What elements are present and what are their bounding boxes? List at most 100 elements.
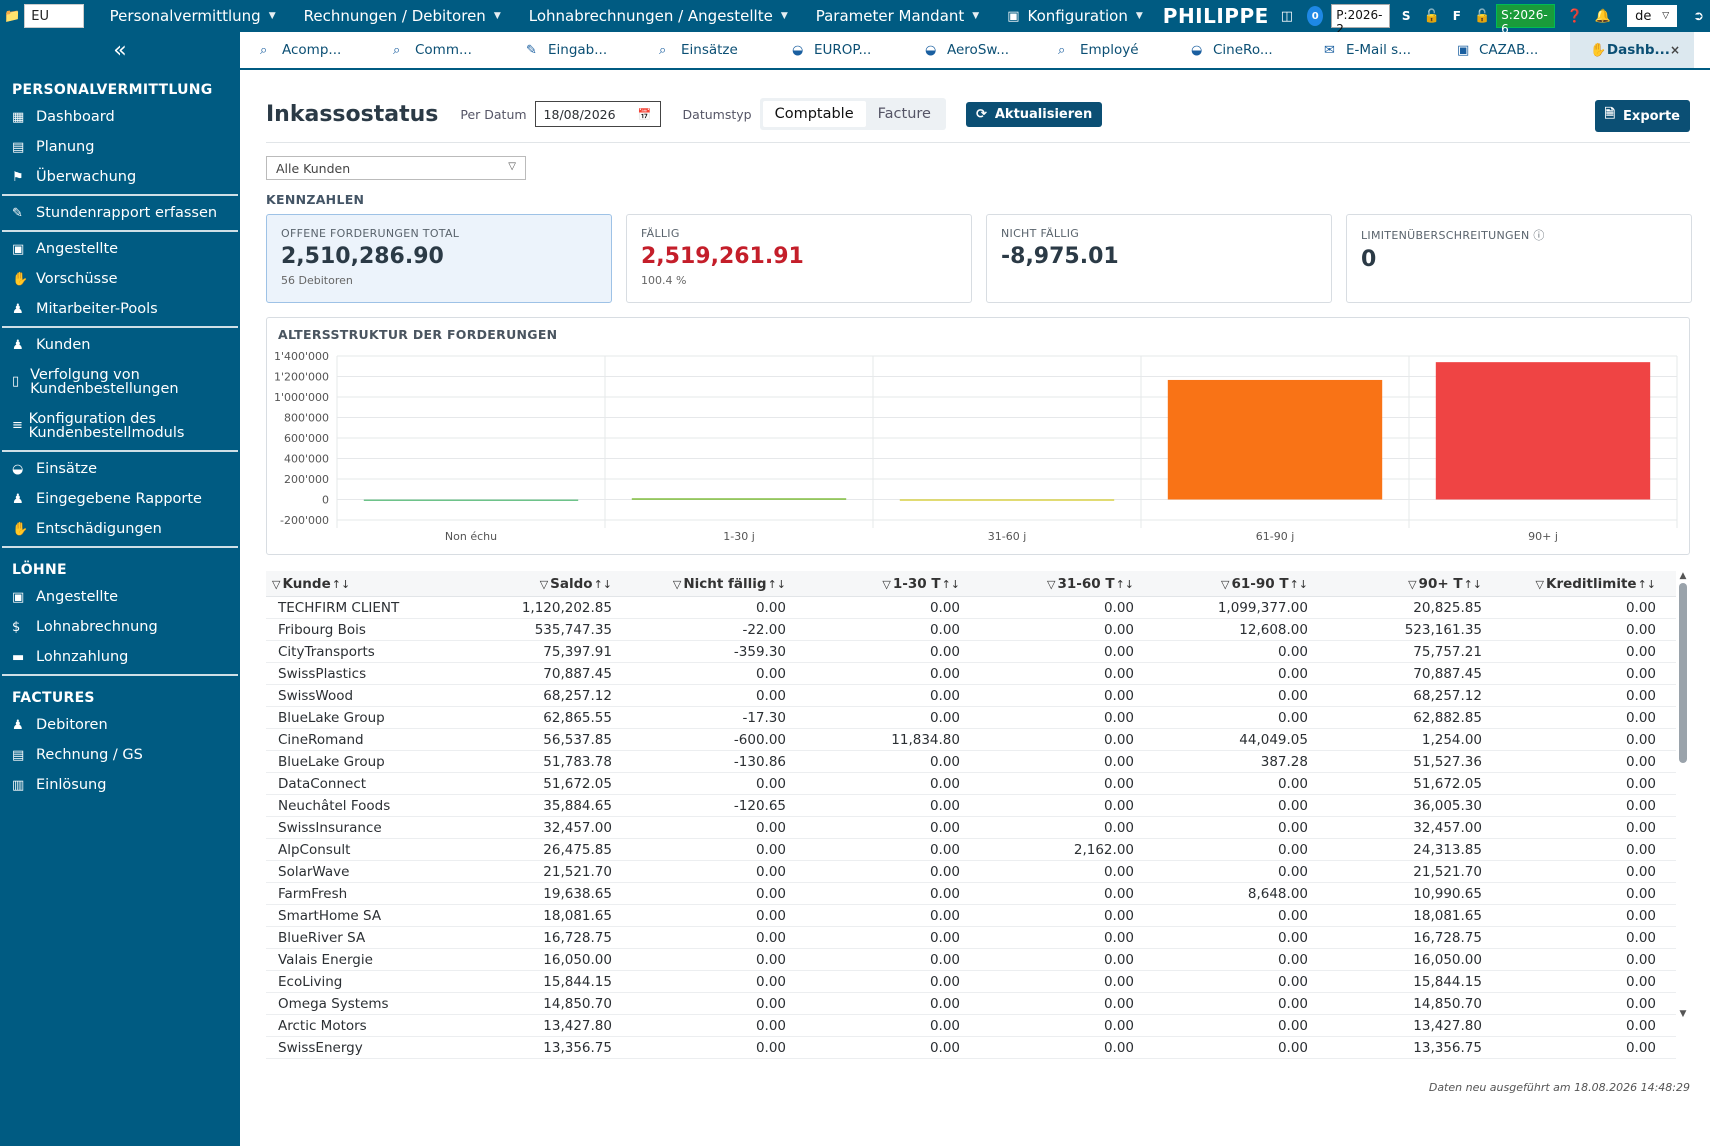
column-header[interactable]: ▽ 1-30 T↑↓	[796, 576, 970, 592]
scroll-down-icon[interactable]: ▼	[1679, 1009, 1687, 1019]
table-row[interactable]: BlueLake Group 51,783.78 -130.86 0.00 0.00 38…	[266, 751, 1676, 773]
table-row[interactable]: SwissPlastics 70,887.45 0.00 0.00 0.00 0.00 70…	[266, 663, 1676, 685]
filter-icon[interactable]: ▽	[882, 577, 891, 591]
table-row[interactable]: AlpConsult 26,475.85 0.00 0.00 2,162.00 0.00 2…	[266, 839, 1676, 861]
sort-icon[interactable]: ↑↓	[1637, 577, 1656, 591]
menu-lohnabrechnungen[interactable]: Lohnabrechnungen / Angestellte ▼	[515, 0, 802, 32]
column-header[interactable]: ▽ 31-60 T↑↓	[970, 576, 1144, 592]
kpi-card[interactable]: NICHT FÄLLIG -8,975.01	[986, 214, 1332, 303]
table-row[interactable]: Neuchâtel Foods 35,884.65 -120.65 0.00 0.00 0…	[266, 795, 1676, 817]
table-row[interactable]: CityTransports 75,397.91 -359.30 0.00 0.00 0.…	[266, 641, 1676, 663]
tab[interactable]: ⌕ Acomp...	[240, 32, 373, 68]
column-header[interactable]: ▽ Kunde↑↓	[266, 576, 462, 592]
sidebar-item[interactable]: ♟ Debitoren	[0, 710, 240, 740]
sidebar-item[interactable]: ▣ Angestellte	[0, 582, 240, 612]
calendar-icon[interactable]: 📅	[637, 107, 652, 121]
table-row[interactable]: Omega Systems 14,850.70 0.00 0.00 0.00 0.00 14…	[266, 993, 1676, 1015]
kpi-card[interactable]: LIMITENÜBERSCHREITUNGEN ⓘ 0	[1346, 214, 1692, 303]
sidebar-item[interactable]: ✎ Stundenrapport erfassen	[0, 198, 240, 228]
menu-konfiguration[interactable]: ▣ Konfiguration ▼	[993, 0, 1157, 32]
menu-personalvermittlung[interactable]: Personalvermittlung ▼	[96, 0, 290, 32]
table-scrollbar[interactable]: ▲ ▼	[1676, 571, 1690, 1049]
tab[interactable]: ⌕ Einsätze	[639, 32, 772, 68]
date-field[interactable]: 18/08/2026 📅	[534, 101, 661, 127]
help-icon[interactable]: ❓	[1566, 8, 1583, 24]
table-row[interactable]: SmartHome SA 18,081.65 0.00 0.00 0.00 0.00 18,…	[266, 905, 1676, 927]
sort-icon[interactable]: ↑↓	[1463, 577, 1482, 591]
sidebar-item[interactable]: ▬ Lohnzahlung	[0, 642, 240, 672]
period-s-field[interactable]: S:2026-6	[1496, 4, 1555, 36]
table-row[interactable]: EcoLiving 15,844.15 0.00 0.00 0.00 0.00 15,844…	[266, 971, 1676, 993]
kpi-card[interactable]: OFFENE FORDERUNGEN TOTAL 2,510,286.90 56 D…	[266, 214, 612, 303]
sort-icon[interactable]: ↑↓	[767, 577, 786, 591]
tab[interactable]: ▣ CAZAB...	[1437, 32, 1570, 68]
column-header[interactable]: ▽ Saldo↑↓	[462, 576, 622, 592]
sort-icon[interactable]: ↑↓	[331, 577, 351, 591]
sidebar-item[interactable]: ▯ Verfolgung von Kundenbestellungen	[0, 360, 240, 404]
table-row[interactable]: CineRomand 56,537.85 -600.00 11,834.80 0.00 4…	[266, 729, 1676, 751]
scroll-thumb[interactable]	[1679, 583, 1687, 763]
table-row[interactable]: Valais Energie 16,050.00 0.00 0.00 0.00 0.00 1…	[266, 949, 1676, 971]
tab[interactable]: ✉ E-Mail s...	[1304, 32, 1437, 68]
language-select[interactable]: de ▽	[1627, 5, 1678, 27]
table-row[interactable]: DataConnect 51,672.05 0.00 0.00 0.00 0.00 51,6…	[266, 773, 1676, 795]
tab[interactable]: ✋ Dashb... ×	[1570, 32, 1694, 68]
column-header[interactable]: ▽ Kreditlimite↑↓	[1492, 576, 1666, 592]
table-row[interactable]: Fribourg Bois 535,747.35 -22.00 0.00 0.00 12,…	[266, 619, 1676, 641]
tab[interactable]: ✎ Eingab...	[506, 32, 639, 68]
sidebar-item[interactable]: ♟ Mitarbeiter-Pools	[0, 294, 240, 324]
sidebar-item[interactable]: ▣ Angestellte	[0, 234, 240, 264]
column-header[interactable]: ▽ Nicht fällig↑↓	[622, 576, 796, 592]
menu-parameter[interactable]: Parameter Mandant ▼	[802, 0, 993, 32]
sidebar-item[interactable]: $ Lohnabrechnung	[0, 612, 240, 642]
table-row[interactable]: FarmFresh 19,638.65 0.00 0.00 0.00 8,648.00 10…	[266, 883, 1676, 905]
sidebar-item[interactable]: ♟ Eingegebene Rapporte	[0, 484, 240, 514]
table-row[interactable]: TECHFIRM CLIENT 1,120,202.85 0.00 0.00 0.00 1…	[266, 597, 1676, 619]
info-icon[interactable]: ⓘ	[1529, 229, 1545, 242]
collapse-sidebar-icon[interactable]: «	[113, 38, 127, 63]
tab[interactable]: ◒ CineRo...	[1171, 32, 1304, 68]
filter-icon[interactable]: ▽	[1408, 577, 1417, 591]
table-row[interactable]: SwissWood 68,257.12 0.00 0.00 0.00 0.00 68,257…	[266, 685, 1676, 707]
filter-icon[interactable]: ▽	[539, 577, 549, 591]
sort-icon[interactable]: ↑↓	[1115, 577, 1134, 591]
column-header[interactable]: ▽ 90+ T↑↓	[1318, 576, 1492, 592]
filter-icon[interactable]: ▽	[1535, 577, 1544, 591]
sidebar-item[interactable]: ⚑ Überwachung	[0, 162, 240, 192]
toggle-facture[interactable]: Facture	[877, 106, 931, 122]
refresh-button[interactable]: ⟳ Aktualisieren	[965, 101, 1103, 127]
unlock-icon[interactable]: 🔓	[1423, 8, 1440, 24]
export-button[interactable]: 🗎 Exporte	[1594, 100, 1690, 132]
sidebar-item[interactable]: ✋ Entschädigungen	[0, 514, 240, 544]
tab[interactable]: ◒ EUROP...	[772, 32, 905, 68]
notification-badge[interactable]: 0	[1307, 6, 1324, 26]
tenant-select[interactable]: EU	[24, 4, 84, 28]
sort-icon[interactable]: ↑↓	[593, 577, 612, 591]
logout-icon[interactable]: ➲	[1693, 8, 1705, 24]
unlock-icon[interactable]: 🔓	[1473, 8, 1491, 24]
customer-filter-select[interactable]: Alle Kunden ▽	[266, 156, 526, 180]
filter-icon[interactable]: ▽	[1047, 577, 1056, 591]
filter-icon[interactable]: ▽	[272, 577, 281, 591]
tab[interactable]: ⌕ Comm...	[373, 32, 506, 68]
column-header[interactable]: ▽ 61-90 T↑↓	[1144, 576, 1318, 592]
filter-icon[interactable]: ▽	[1221, 577, 1230, 591]
table-row[interactable]: BlueRiver SA 16,728.75 0.00 0.00 0.00 0.00 16,…	[266, 927, 1676, 949]
table-row[interactable]: SolarWave 21,521.70 0.00 0.00 0.00 0.00 21,521…	[266, 861, 1676, 883]
sort-icon[interactable]: ↑↓	[941, 577, 960, 591]
sidebar-item[interactable]: ▥ Einlösung	[0, 770, 240, 800]
close-icon[interactable]: ×	[1669, 43, 1680, 57]
sort-icon[interactable]: ↑↓	[1289, 577, 1308, 591]
tab[interactable]: ◒ AeroSw...	[905, 32, 1038, 68]
table-row[interactable]: SwissInsurance 32,457.00 0.00 0.00 0.00 0.00 3…	[266, 817, 1676, 839]
toggle-comptable[interactable]: Comptable	[762, 101, 866, 127]
table-row[interactable]: SwissEnergy 13,356.75 0.00 0.00 0.00 0.00 13,3…	[266, 1037, 1676, 1059]
table-row[interactable]: Arctic Motors 13,427.80 0.00 0.00 0.00 0.00 13…	[266, 1015, 1676, 1037]
filter-icon[interactable]: ▽	[672, 577, 682, 591]
sidebar-item[interactable]: ✋ Vorschüsse	[0, 264, 240, 294]
tab[interactable]: ⌕ Employé	[1038, 32, 1171, 68]
sidebar-item[interactable]: ≡ Konfiguration des Kundenbestellmoduls	[0, 404, 240, 448]
table-row[interactable]: BlueLake Group 62,865.55 -17.30 0.00 0.00 0.0…	[266, 707, 1676, 729]
sidebar-item[interactable]: ▦ Dashboard	[0, 102, 240, 132]
switch-icon[interactable]: ◫	[1280, 8, 1294, 24]
